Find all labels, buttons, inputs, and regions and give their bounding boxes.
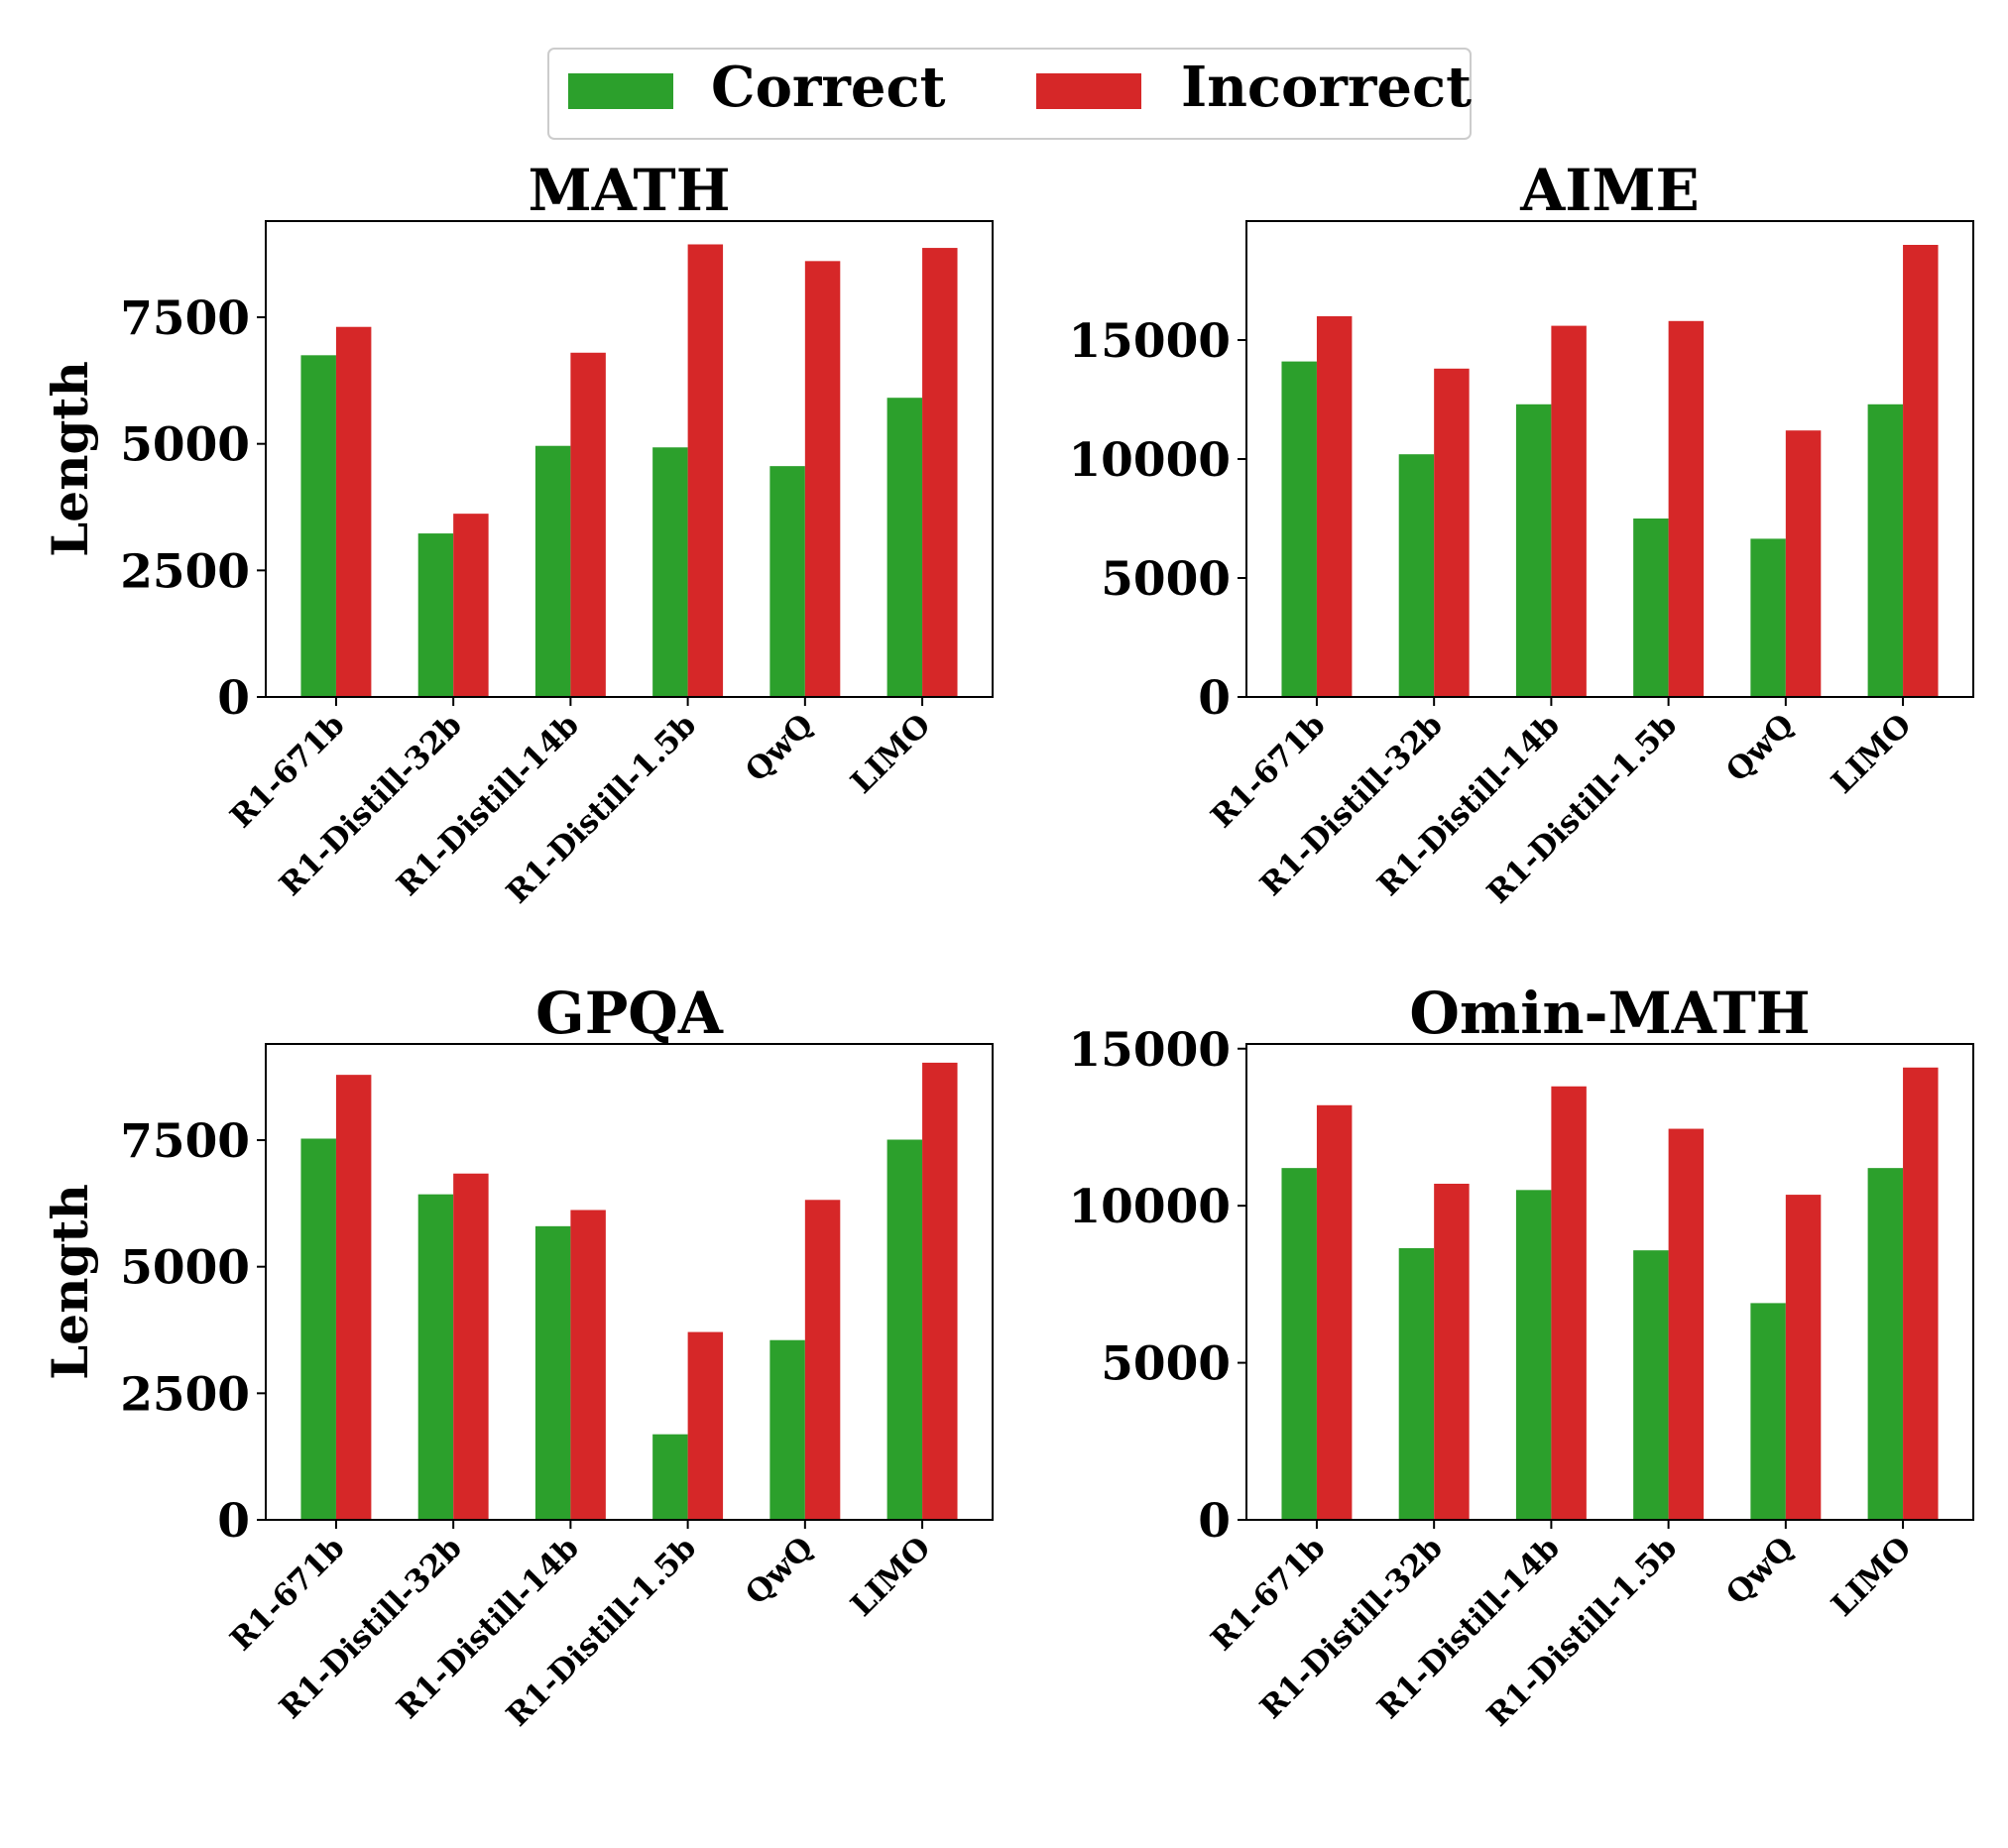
y-tick-label: 5000 <box>1101 552 1231 607</box>
y-tick-label: 0 <box>217 1494 250 1549</box>
y-tick-label: 5000 <box>120 418 250 473</box>
bar-correct-limo <box>886 1139 923 1520</box>
bar-correct-r1-distill-32b <box>1398 454 1435 697</box>
bar-correct-r1-distill-32b <box>1398 1247 1435 1520</box>
x-tick-label-r1-671b: R1-671b <box>1204 1530 1332 1658</box>
x-tick-label-qwq: QwQ <box>1719 707 1802 789</box>
bar-correct-qwq <box>1750 1303 1786 1520</box>
y-tick-label: 10000 <box>1068 1180 1231 1234</box>
bar-incorrect-r1-distill-14b <box>570 1210 606 1520</box>
bar-incorrect-r1-distill-1-5b <box>687 1331 724 1520</box>
bar-correct-r1-distill-1-5b <box>652 447 688 697</box>
x-tick-label-qwq: QwQ <box>739 707 821 789</box>
bar-correct-r1-distill-32b <box>417 1194 454 1520</box>
bar-incorrect-r1-distill-32b <box>1434 368 1470 697</box>
chart-panel-aime: 050001000015000R1-671bR1-Distill-32bR1-D… <box>1068 157 1974 911</box>
x-tick-label-limo: LIMO <box>844 707 937 800</box>
y-tick-label: 0 <box>217 671 250 726</box>
bar-incorrect-qwq <box>1785 430 1822 697</box>
y-tick-label: 5000 <box>120 1241 250 1296</box>
bar-correct-r1-distill-1-5b <box>1633 519 1669 697</box>
bar-incorrect-r1-distill-32b <box>453 1173 489 1520</box>
x-tick-label-r1-671b: R1-671b <box>223 707 351 835</box>
chart-title: GPQA <box>535 980 724 1047</box>
bar-incorrect-r1-distill-32b <box>1434 1183 1470 1520</box>
bar-correct-r1-distill-14b <box>534 1225 571 1520</box>
bar-correct-r1-671b <box>300 355 336 697</box>
legend-swatch-incorrect <box>1036 73 1141 109</box>
bar-correct-limo <box>1867 404 1904 697</box>
bar-correct-limo <box>886 398 923 697</box>
legend-swatch-correct <box>568 73 673 109</box>
x-tick-label-qwq: QwQ <box>739 1530 821 1612</box>
chart-panel-omin-math: 050001000015000R1-671bR1-Distill-32bR1-D… <box>1068 980 1974 1734</box>
bar-incorrect-qwq <box>1785 1195 1822 1520</box>
bar-incorrect-r1-671b <box>1316 316 1353 697</box>
bar-incorrect-r1-distill-1-5b <box>687 244 724 697</box>
bar-incorrect-r1-671b <box>335 326 372 697</box>
chart-panel-math: 0250050007500R1-671bR1-Distill-32bR1-Dis… <box>41 157 994 911</box>
x-tick-label-r1-671b: R1-671b <box>223 1530 351 1658</box>
bar-correct-r1-distill-32b <box>417 533 454 697</box>
bar-correct-r1-671b <box>1281 1168 1317 1520</box>
y-tick-label: 15000 <box>1068 1023 1231 1078</box>
x-tick-label-limo: LIMO <box>1825 707 1918 800</box>
bar-incorrect-r1-671b <box>1316 1104 1353 1520</box>
bar-correct-qwq <box>1750 538 1786 697</box>
legend: Correct Incorrect <box>547 48 1472 140</box>
chart-title: MATH <box>529 157 731 224</box>
x-tick-label-r1-671b: R1-671b <box>1204 707 1332 835</box>
bar-incorrect-qwq <box>804 261 841 697</box>
plot-frame <box>1245 220 1974 698</box>
bar-incorrect-qwq <box>804 1200 841 1520</box>
bar-correct-qwq <box>769 466 805 697</box>
y-tick-label: 0 <box>1198 1494 1231 1549</box>
bar-correct-r1-671b <box>1281 361 1317 697</box>
x-tick-label-limo: LIMO <box>844 1530 937 1623</box>
bar-incorrect-r1-671b <box>335 1075 372 1520</box>
plot-frame <box>265 1043 994 1521</box>
bar-correct-r1-671b <box>300 1138 336 1520</box>
bar-correct-qwq <box>769 1339 805 1520</box>
y-axis-label: Length <box>41 1184 99 1380</box>
y-tick-label: 5000 <box>1101 1337 1231 1392</box>
bar-correct-r1-distill-14b <box>534 445 571 697</box>
y-tick-label: 7500 <box>120 291 250 346</box>
y-axis-label: Length <box>41 361 99 557</box>
bar-incorrect-limo <box>1903 1067 1939 1520</box>
y-tick-label: 15000 <box>1068 314 1231 369</box>
legend-label-incorrect: Incorrect <box>1181 55 1472 120</box>
bar-incorrect-r1-distill-14b <box>1551 325 1587 697</box>
legend-frame <box>547 48 1472 140</box>
chart-panel-gpqa: 0250050007500R1-671bR1-Distill-32bR1-Dis… <box>41 980 994 1734</box>
bar-incorrect-limo <box>922 248 958 697</box>
bar-incorrect-r1-distill-1-5b <box>1668 1128 1705 1520</box>
bar-correct-r1-distill-1-5b <box>652 1434 688 1520</box>
y-tick-label: 2500 <box>120 1367 250 1422</box>
bar-incorrect-limo <box>922 1062 958 1520</box>
bar-correct-r1-distill-1-5b <box>1633 1250 1669 1520</box>
y-tick-label: 7500 <box>120 1114 250 1169</box>
bar-incorrect-r1-distill-14b <box>1551 1086 1587 1520</box>
chart-title: Omin-MATH <box>1409 980 1810 1047</box>
plot-frame <box>265 220 994 698</box>
plot-frame <box>1245 1043 1974 1521</box>
bar-correct-r1-distill-14b <box>1515 1190 1552 1520</box>
y-tick-label: 10000 <box>1068 433 1231 488</box>
chart-title: AIME <box>1519 157 1700 224</box>
bar-correct-r1-distill-14b <box>1515 404 1552 697</box>
y-tick-label: 0 <box>1198 671 1231 726</box>
y-tick-label: 2500 <box>120 544 250 599</box>
x-tick-label-qwq: QwQ <box>1719 1530 1802 1612</box>
bar-incorrect-r1-distill-1-5b <box>1668 320 1705 697</box>
bar-incorrect-r1-distill-14b <box>570 352 606 697</box>
bar-incorrect-r1-distill-32b <box>453 514 489 697</box>
bar-correct-limo <box>1867 1168 1904 1520</box>
bar-incorrect-limo <box>1903 245 1939 697</box>
legend-label-correct: Correct <box>711 55 946 120</box>
x-tick-label-limo: LIMO <box>1825 1530 1918 1623</box>
